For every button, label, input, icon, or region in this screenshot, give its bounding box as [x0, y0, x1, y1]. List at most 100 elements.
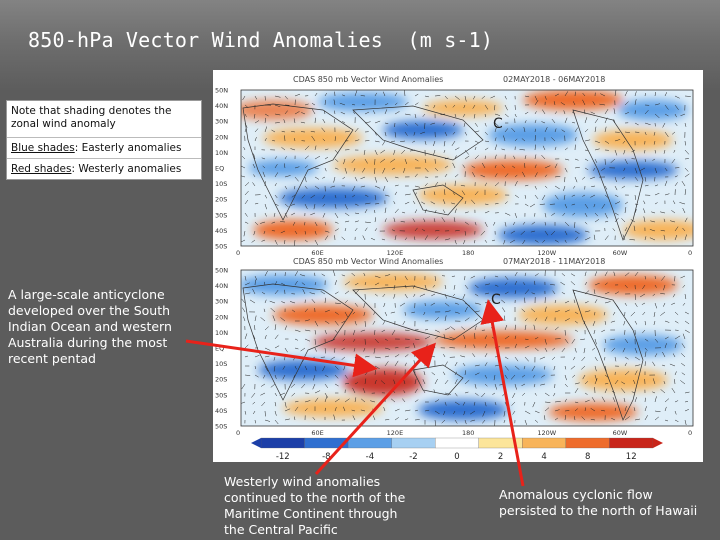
bottom-map-wind-vector [294, 406, 299, 412]
bottom-map-wind-vector [564, 398, 567, 403]
bottom-map-wind-vector [423, 311, 426, 316]
top-map-wind-vector [401, 149, 406, 154]
top-map-wind-vector [544, 185, 548, 189]
top-map-wind-vector [414, 113, 417, 119]
top-map-wind-vector [294, 111, 300, 115]
top-map-wind-vector [422, 113, 426, 117]
top-map-wind-vector [413, 236, 416, 241]
bottom-map-wind-vector [324, 320, 330, 324]
top-map-wind-vector [584, 128, 589, 133]
top-map-wind-vector [314, 155, 321, 160]
top-map-wind-vector [414, 158, 419, 162]
top-map-wind-vector [574, 137, 577, 142]
bottom-map-wind-vector [664, 343, 667, 349]
top-map-wind-vector [493, 221, 496, 226]
top-map-wind-vector [563, 110, 566, 115]
bottom-map-wind-vector [322, 365, 326, 372]
top-map-x-tick-label: 180 [462, 249, 474, 257]
bottom-map-wind-vector [581, 416, 586, 421]
top-map-wind-vector [582, 99, 586, 106]
top-map-wind-vector [362, 103, 366, 106]
top-map-wind-vector [634, 91, 637, 97]
top-map-wind-vector [293, 118, 296, 124]
bottom-map-wind-vector [299, 274, 306, 277]
top-map-wind-vector [244, 128, 247, 133]
top-map-wind-vector [514, 180, 518, 187]
top-map-wind-vector [404, 193, 411, 196]
top-map-wind-vector [330, 185, 336, 188]
bottom-map-wind-vector [434, 399, 440, 403]
bottom-map-wind-vector [364, 378, 367, 385]
top-map-wind-vector [380, 149, 386, 154]
bottom-map-x-tick-label: 0 [236, 429, 240, 437]
bottom-map-wind-vector [280, 317, 286, 322]
bottom-map-wind-vector [534, 419, 539, 423]
top-map-wind-vector [404, 102, 409, 106]
bottom-map-wind-vector [564, 318, 570, 322]
top-map-wind-vector [310, 194, 316, 199]
top-map-wind-vector [464, 211, 469, 214]
bottom-map-wind-vector [404, 275, 408, 281]
top-map-wind-vector [360, 185, 366, 188]
top-map-wind-vector [423, 218, 426, 223]
bottom-map-wind-vector [604, 356, 606, 361]
bottom-map-wind-vector [294, 365, 297, 370]
bottom-map-wind-vector [260, 383, 266, 387]
bottom-map-wind-vector [550, 284, 556, 286]
bottom-map-wind-vector [243, 316, 246, 322]
bottom-map-wind-vector [512, 410, 516, 415]
top-map-wind-vector [484, 182, 487, 187]
top-map-wind-vector [582, 176, 586, 180]
top-map-wind-vector [442, 209, 446, 214]
bottom-map-wind-vector [662, 364, 666, 367]
top-map-wind-vector [594, 118, 599, 124]
top-map-wind-vector [594, 140, 600, 144]
top-map-wind-vector [364, 202, 371, 205]
top-map-wind-vector [412, 140, 416, 143]
note-red-line: Red shades: Westerly anomalies [11, 163, 181, 175]
top-map-wind-vector [664, 92, 668, 97]
top-map-wind-vector [314, 230, 317, 235]
top-map-wind-vector [394, 111, 400, 115]
top-map-wind-vector [414, 227, 418, 232]
bottom-map-wind-vector [404, 362, 407, 367]
bottom-map-wind-vector [484, 283, 491, 286]
top-map-wind-vector [284, 239, 286, 245]
top-map-wind-vector [594, 219, 600, 223]
bottom-map-wind-vector [424, 284, 427, 290]
top-map-wind-vector [551, 118, 556, 124]
top-map-wind-vector [554, 185, 560, 190]
bottom-map-wind-vector [664, 406, 667, 412]
top-map-wind-vector [372, 110, 376, 115]
bottom-map-wind-vector [531, 308, 536, 313]
top-map-wind-vector [354, 176, 358, 182]
top-map-wind-vector [664, 193, 670, 196]
top-map-wind-vector [394, 102, 398, 106]
top-map-wind-vector [254, 137, 257, 142]
top-map-wind-vector [454, 147, 460, 151]
bottom-map-wind-vector [362, 388, 366, 394]
bottom-map-wind-vector [274, 374, 277, 379]
top-map-wind-vector [644, 122, 651, 126]
bottom-map-wind-vector [363, 347, 366, 352]
bottom-map-wind-vector [324, 374, 329, 378]
bottom-map-wind-vector [264, 365, 269, 372]
bottom-map-wind-vector [604, 365, 607, 372]
top-map-wind-vector [504, 221, 507, 227]
top-map-wind-vector [604, 117, 608, 124]
top-map-wind-vector [474, 155, 479, 160]
top-map-wind-vector [604, 108, 609, 115]
bottom-map-wind-vector [614, 302, 619, 308]
bottom-map-wind-vector [264, 410, 266, 417]
top-map-wind-vector [534, 185, 537, 190]
top-map-wind-vector [514, 174, 518, 178]
bottom-map-wind-vector [623, 320, 626, 326]
bottom-map-field [241, 270, 693, 426]
bottom-map-wind-vector [241, 383, 246, 390]
top-map-wind-vector [424, 122, 426, 129]
top-map-wind-vector [582, 194, 586, 197]
bottom-map-wind-vector [584, 271, 587, 277]
bottom-map-wind-vector [574, 320, 578, 324]
top-map-wind-vector [384, 207, 387, 214]
top-map-wind-vector [664, 131, 669, 138]
